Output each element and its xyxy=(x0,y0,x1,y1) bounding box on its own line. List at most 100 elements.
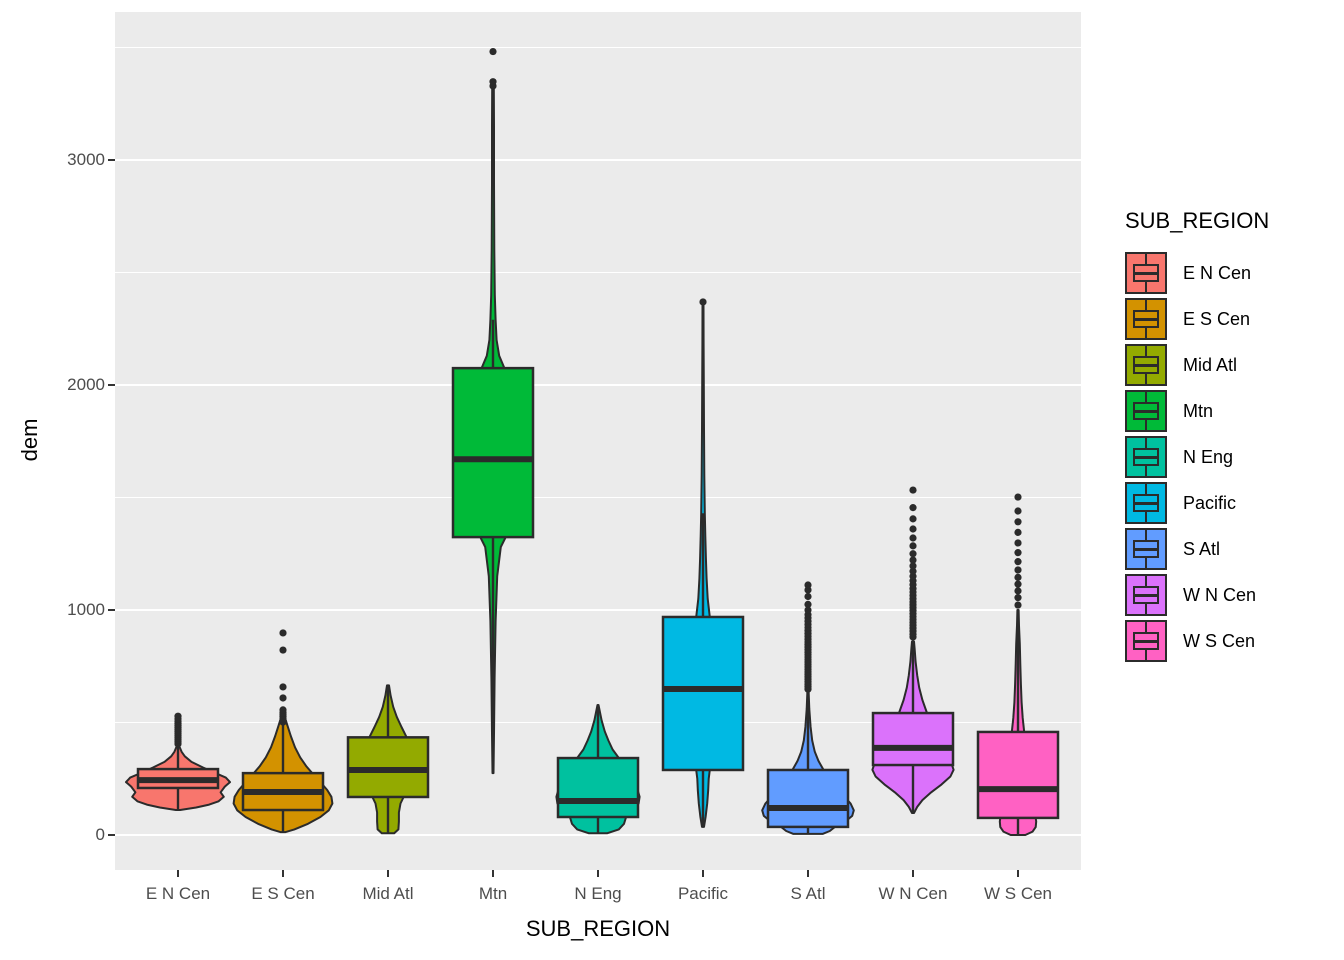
outlier-point xyxy=(909,534,917,542)
outlier-point xyxy=(279,629,287,637)
legend-entry-e-n-cen: E N Cen xyxy=(1125,252,1269,294)
y-tick-label: 0 xyxy=(95,825,105,844)
violin-group-mid-atl xyxy=(346,684,430,835)
outlier-point xyxy=(909,562,917,570)
outlier-point xyxy=(909,504,917,512)
legend-boxplot-glyph-kmed xyxy=(1132,593,1160,597)
legend-boxplot-glyph-kmed xyxy=(1132,501,1160,505)
outlier-point xyxy=(1014,518,1022,526)
y-axis-title: dem xyxy=(17,418,42,462)
legend-boxplot-glyph-kwt xyxy=(1145,392,1147,402)
box xyxy=(556,756,640,819)
violin-group-mtn xyxy=(451,47,535,775)
legend-boxplot-glyph-kwt xyxy=(1145,300,1147,310)
y-tick-label: 3000 xyxy=(67,150,105,169)
legend-boxplot-glyph-kwt xyxy=(1145,622,1147,632)
violin-group-n-eng xyxy=(555,704,641,835)
legend-label: Pacific xyxy=(1183,492,1237,513)
legend-boxplot-glyph-kwt xyxy=(1145,484,1147,494)
violin-group-e-n-cen xyxy=(125,712,231,811)
legend-label: Mid Atl xyxy=(1183,354,1238,375)
legend-key-swatch xyxy=(1125,344,1167,386)
box xyxy=(976,730,1060,820)
outlier-point xyxy=(804,592,812,601)
grid-major xyxy=(115,159,1081,836)
outlier-point xyxy=(804,606,812,614)
legend-label: E S Cen xyxy=(1183,308,1251,329)
x-tick-label: Pacific xyxy=(677,884,729,903)
violin-group-s-atl xyxy=(761,581,855,835)
legend-entry-mid-atl: Mid Atl xyxy=(1125,344,1269,386)
legend-entry-pacific: Pacific xyxy=(1125,482,1269,524)
legend-key-swatch xyxy=(1125,482,1167,524)
outlier-point xyxy=(1014,566,1022,574)
legend-boxplot-glyph-kmed xyxy=(1132,317,1160,321)
outlier-point xyxy=(909,556,917,564)
legend-boxplot-glyph-kwb xyxy=(1145,558,1147,568)
violin-group-w-s-cen xyxy=(976,493,1060,836)
x-tick-label: E S Cen xyxy=(251,884,315,903)
legend-key-swatch xyxy=(1125,528,1167,570)
legend-key-swatch xyxy=(1125,436,1167,478)
legend-entry-mtn: Mtn xyxy=(1125,390,1269,432)
outlier-point xyxy=(279,683,287,691)
legend-label: S Atl xyxy=(1183,538,1221,559)
legend-key-swatch xyxy=(1125,298,1167,340)
outlier-point xyxy=(1014,507,1022,515)
outlier-point xyxy=(909,486,917,494)
legend-boxplot-glyph-kmed xyxy=(1132,271,1160,275)
outlier-point xyxy=(1014,573,1022,581)
legend-boxplot-glyph-kwb xyxy=(1145,604,1147,614)
outlier-point xyxy=(279,706,287,714)
legend-entry-s-atl: S Atl xyxy=(1125,528,1269,570)
outlier-point xyxy=(909,567,917,575)
outlier-point xyxy=(909,515,917,523)
axis-ticks xyxy=(108,159,1019,877)
x-axis-title: SUB_REGION xyxy=(525,916,671,941)
box xyxy=(661,615,745,772)
legend-label: W S Cen xyxy=(1183,630,1256,651)
legend-boxplot-glyph-kmed xyxy=(1132,547,1160,551)
outlier-point xyxy=(1014,587,1022,595)
outlier-point xyxy=(489,78,497,86)
legend-key-swatch xyxy=(1125,252,1167,294)
legend-boxplot-glyph-kwt xyxy=(1145,576,1147,586)
outlier-point xyxy=(1014,549,1022,557)
outlier-point xyxy=(1014,580,1022,588)
outlier-point xyxy=(279,646,287,654)
outlier-point xyxy=(909,542,917,550)
legend-boxplot-glyph-kwt xyxy=(1145,530,1147,540)
outlier-point xyxy=(909,550,917,558)
legend: SUB_REGION E N Cen E S Cen Mid Atl Mtn N Eng… xyxy=(1125,208,1269,666)
legend-entry-w-s-cen: W S Cen xyxy=(1125,620,1269,662)
legend-key-swatch xyxy=(1125,620,1167,662)
outlier-point xyxy=(909,572,917,580)
x-tick-label: N Eng xyxy=(574,884,622,903)
legend-boxplot-glyph-kmed xyxy=(1132,363,1160,367)
legend-boxplot-glyph-kwt xyxy=(1145,254,1147,264)
legend-boxplot-glyph-kwt xyxy=(1145,346,1147,356)
outlier-point xyxy=(804,600,812,608)
outlier-point xyxy=(174,712,182,720)
x-tick-label: Mid Atl xyxy=(362,884,414,903)
legend-boxplot-glyph-kwb xyxy=(1145,282,1147,292)
violin-group-pacific xyxy=(661,298,745,828)
outlier-point xyxy=(279,694,287,702)
x-tick-label: W N Cen xyxy=(878,884,948,903)
outlier-point xyxy=(699,298,707,306)
legend-boxplot-glyph-kmed xyxy=(1132,639,1160,643)
legend-boxplot-glyph-kwb xyxy=(1145,650,1147,660)
legend-boxplot-glyph-kwb xyxy=(1145,374,1147,384)
outlier-point xyxy=(909,525,917,533)
legend-entry-n-eng: N Eng xyxy=(1125,436,1269,478)
box xyxy=(871,711,955,767)
outlier-point xyxy=(1014,601,1022,609)
legend-boxplot-glyph-kwb xyxy=(1145,328,1147,338)
outlier-point xyxy=(804,586,812,594)
outlier-point xyxy=(804,581,812,589)
y-tick-label: 2000 xyxy=(67,375,105,394)
legend-boxplot-glyph-kwb xyxy=(1145,466,1147,476)
legend-boxplot-glyph-kwt xyxy=(1145,438,1147,448)
